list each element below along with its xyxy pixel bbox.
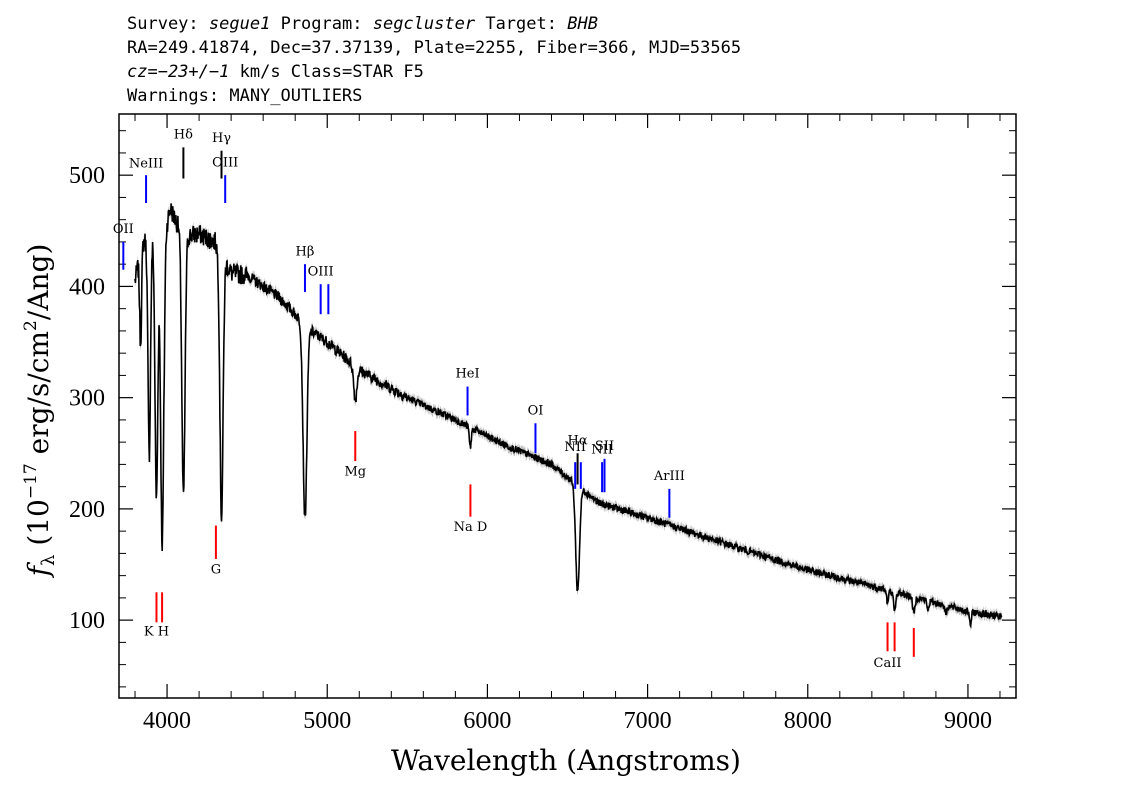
- survey-line: Survey: segue1 Program: segcluster Targe…: [127, 12, 741, 36]
- error-band: [135, 199, 1002, 631]
- line-marker-label-oii: OII: [113, 222, 134, 237]
- y-axis-label: fλ (10−17 erg/s/cm2/Ang): [21, 244, 59, 579]
- line-marker-label-h-: Hβ: [296, 244, 315, 259]
- redshift-line: cz=−23+/−1 km/s Class=STAR F5: [127, 60, 741, 84]
- plot-frame: [118, 113, 1017, 699]
- y-axis-label-text: fλ (10−17 erg/s/cm2/Ang): [21, 244, 59, 579]
- x-tick-label: 7000: [624, 708, 672, 734]
- y-tick-label: 100: [69, 608, 105, 634]
- target-value: BHB: [567, 14, 598, 34]
- line-marker-label-oiii: OIII: [212, 155, 238, 170]
- line-marker-label-h-: Hδ: [174, 127, 193, 142]
- warnings-line: Warnings: MANY_OUTLIERS: [127, 86, 363, 106]
- cz-units-class: km/s Class=STAR F5: [229, 62, 424, 82]
- line-marker-label-nii: NII: [591, 442, 613, 457]
- cz-label: cz=: [127, 62, 158, 82]
- x-axis-label: Wavelength (Angstroms): [391, 744, 741, 777]
- spectrum-header: Survey: segue1 Program: segcluster Targe…: [127, 12, 741, 108]
- x-tick-label: 9000: [944, 708, 992, 734]
- line-marker-label-mg: Mg: [344, 465, 366, 480]
- line-marker-label-h-: Hγ: [212, 131, 231, 146]
- spectrum-line: [134, 203, 1003, 629]
- survey-value: segue1: [208, 14, 271, 34]
- line-marker-label-nii: NII: [564, 440, 586, 455]
- line-marker-label-caii: CaII: [874, 656, 902, 671]
- program-value: segcluster: [372, 14, 476, 34]
- x-tick-label: 6000: [463, 708, 511, 734]
- line-marker-label-oi: OI: [528, 403, 544, 418]
- plot-area: 4000 5000 6000 7000 8000 9000 100 200 300 400 500 N…: [69, 113, 1017, 734]
- line-marker-label-neiii: NeIII: [129, 156, 163, 171]
- line-marker-label-na-d: Na D: [454, 520, 488, 535]
- line-marker-label-h-: Hα: [568, 433, 588, 448]
- y-tick-label: 500: [69, 163, 105, 189]
- x-tick-label: 8000: [784, 708, 832, 734]
- line-marker-label-k-h: K H: [144, 625, 169, 640]
- line-marker-label-sii: SII: [595, 439, 614, 454]
- line-marker-label-g: G: [211, 562, 221, 577]
- cz-value: −23+/−1: [157, 62, 230, 82]
- survey-label: Survey:: [127, 14, 199, 34]
- y-tick-label: 400: [69, 274, 105, 300]
- program-label: Program:: [280, 14, 363, 34]
- x-tick-label: 5000: [303, 708, 351, 734]
- y-tick-label: 300: [69, 386, 105, 412]
- target-label: Target:: [485, 14, 557, 34]
- x-tick-label: 4000: [143, 708, 191, 734]
- line-marker-label-ariii: ArIII: [653, 469, 685, 484]
- y-tick-label: 200: [69, 497, 105, 523]
- coordinates-line: RA=249.41874, Dec=37.37139, Plate=2255, …: [127, 38, 742, 58]
- line-marker-label-oiii: OIII: [308, 264, 334, 279]
- line-marker-label-hei: HeI: [455, 367, 479, 382]
